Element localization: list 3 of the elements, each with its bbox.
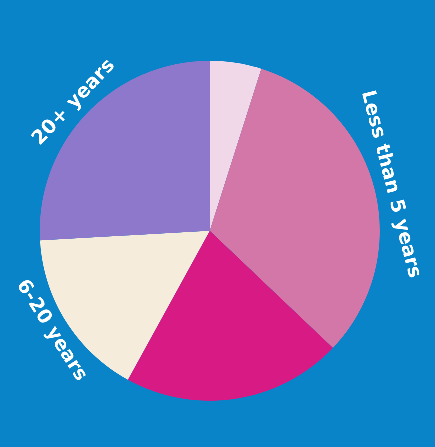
pie-slice <box>128 231 334 401</box>
slice-label: Less than 5 years <box>358 90 424 280</box>
pie-slice <box>210 61 262 231</box>
